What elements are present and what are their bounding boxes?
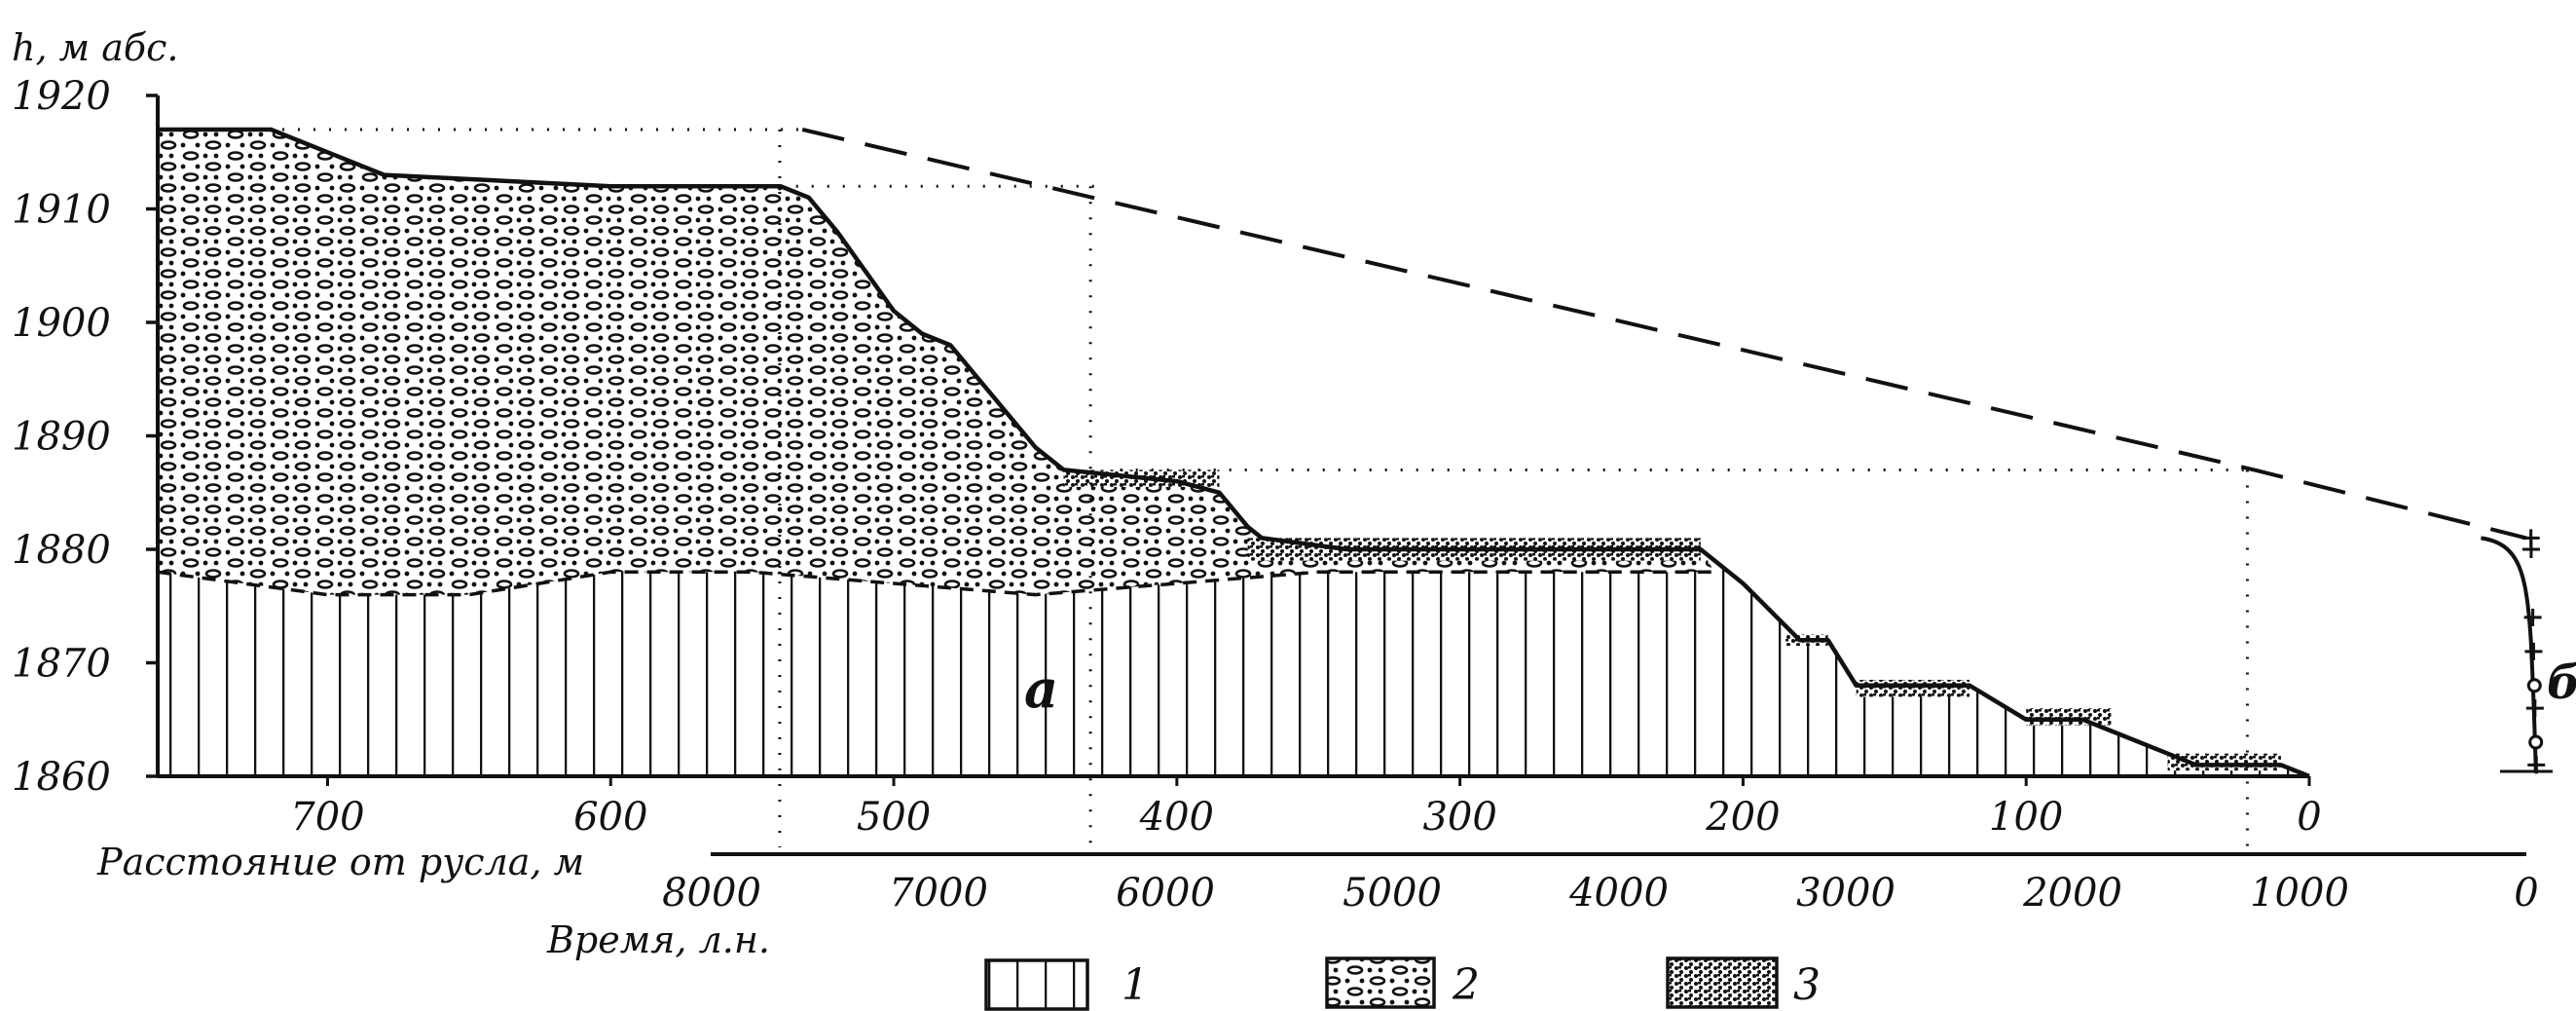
y-tick-label-1870: 1870 xyxy=(12,642,111,687)
soil-lens-5 xyxy=(2026,708,2112,726)
curve-b-marker-6 xyxy=(2525,699,2544,718)
time-tick-label-2000: 2000 xyxy=(2022,871,2122,916)
legend: 1 2 3 xyxy=(984,956,1821,1011)
curve-b-markers xyxy=(2521,529,2546,774)
legend-label-3: 3 xyxy=(1793,960,1821,1010)
age-trend-line xyxy=(801,128,2527,541)
legend-item-2: 2 xyxy=(1325,956,1480,1010)
time-tick-label-1000: 1000 xyxy=(2250,871,2349,916)
distance-axis-ticks: 700 600 500 400 300 200 100 0 xyxy=(290,776,2322,840)
time-tick-label-7000: 7000 xyxy=(889,871,988,916)
distance-tick-label-400: 400 xyxy=(1139,795,1214,840)
legend-item-3: 3 xyxy=(1666,956,1821,1010)
terrace-surface-line xyxy=(158,127,2310,779)
y-tick-label-1890: 1890 xyxy=(12,415,111,460)
time-tick-label-0: 0 xyxy=(2514,871,2538,916)
time-tick-label-4000: 4000 xyxy=(1568,871,1669,916)
legend-item-1: 1 xyxy=(984,958,1149,1011)
curve-b xyxy=(2481,536,2538,771)
distance-tick-label-100: 100 xyxy=(1989,795,2063,840)
distance-tick-label-600: 600 xyxy=(573,795,647,840)
alluvium-layer-fill xyxy=(158,130,1715,595)
dotted-reference-lines xyxy=(158,128,2255,847)
time-axis-title: Время, л.н. xyxy=(546,918,770,961)
legend-swatch-1 xyxy=(984,958,1089,1011)
time-tick-label-3000: 3000 xyxy=(1796,871,1895,916)
bedrock-label-a: a xyxy=(1024,657,1058,720)
time-tick-label-6000: 6000 xyxy=(1116,871,1215,916)
y-tick-label-1860: 1860 xyxy=(12,755,111,800)
distance-tick-label-500: 500 xyxy=(857,795,931,840)
curve-b-marker-4 xyxy=(2524,642,2543,660)
curve-b-marker-2 xyxy=(2521,541,2540,558)
curve-b-marker-7 xyxy=(2528,734,2544,750)
y-tick-label-1900: 1900 xyxy=(12,301,111,346)
legend-label-1: 1 xyxy=(1122,960,1149,1010)
time-tick-label-8000: 8000 xyxy=(662,871,761,916)
distance-tick-label-0: 0 xyxy=(2297,795,2321,840)
legend-label-2: 2 xyxy=(1452,960,1480,1010)
time-axis-ticks: 8000 7000 6000 5000 4000 3000 2000 1000 0 xyxy=(662,871,2539,916)
y-tick-label-1910: 1910 xyxy=(12,188,111,233)
y-tick-label-1920: 1920 xyxy=(12,74,111,119)
curve-label-b: б xyxy=(2547,655,2576,710)
y-tick-label-1880: 1880 xyxy=(12,528,111,573)
soil-lens-4 xyxy=(1856,679,1970,697)
legend-swatch-3 xyxy=(1666,956,1779,1009)
y-axis-ticks: 1920 1910 1900 1890 1880 1870 1860 xyxy=(12,74,158,800)
distance-tick-label-200: 200 xyxy=(1705,795,1780,840)
curve-b-marker-3 xyxy=(2523,608,2542,626)
curve-b-marker-5 xyxy=(2526,678,2542,693)
distance-axis-title: Расстояние от русла, м xyxy=(96,841,584,883)
y-axis-title: h, м абс. xyxy=(12,26,178,69)
time-tick-label-5000: 5000 xyxy=(1343,871,1442,916)
legend-swatch-2 xyxy=(1325,956,1436,1009)
bedrock-surface-line xyxy=(157,570,1715,597)
distance-tick-label-300: 300 xyxy=(1422,795,1496,840)
distance-tick-label-700: 700 xyxy=(290,795,364,840)
